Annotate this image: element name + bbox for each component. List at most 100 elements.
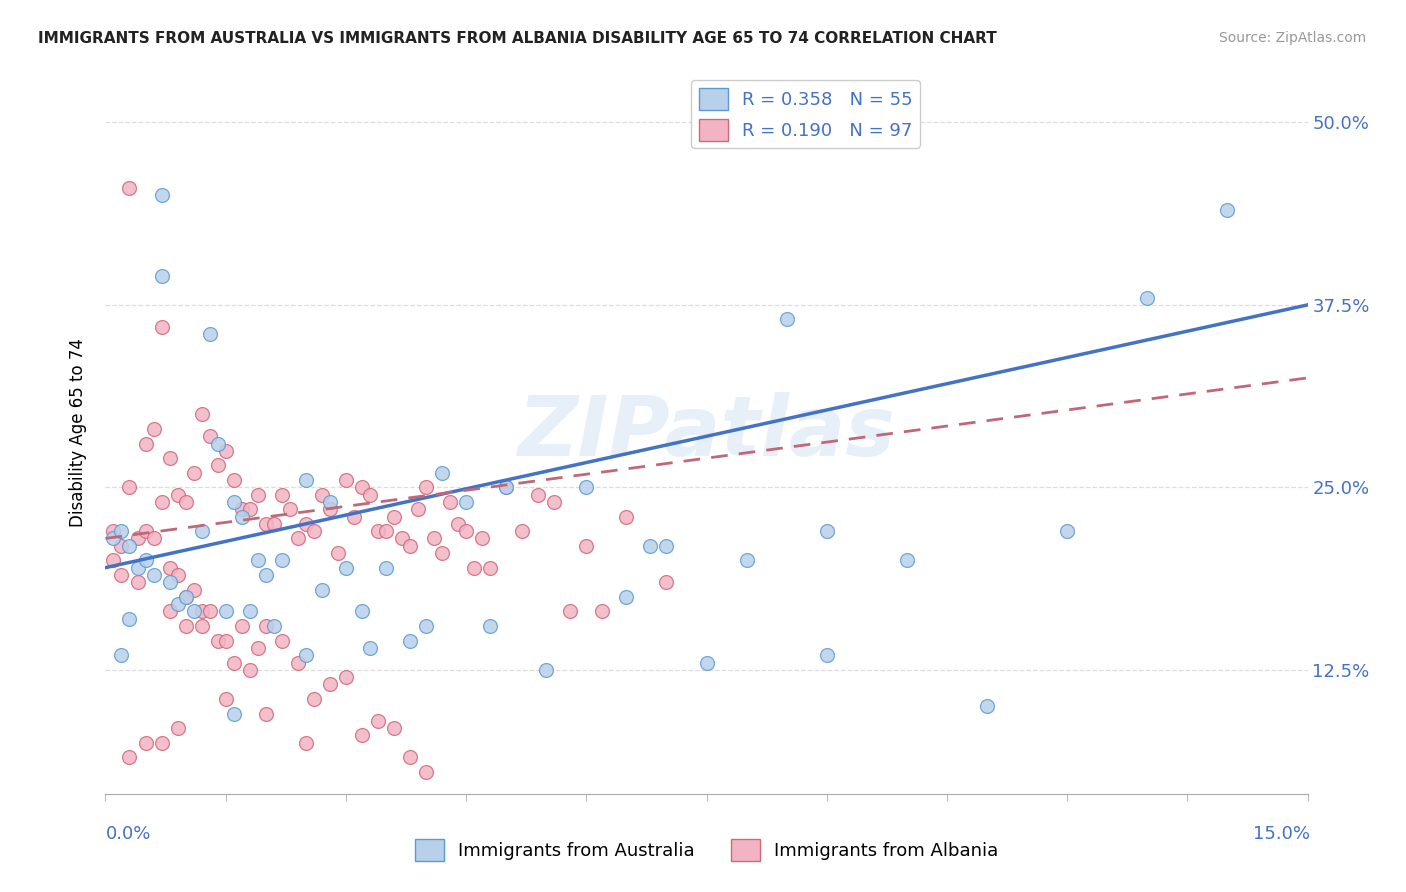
Point xyxy=(166,488,188,502)
Point xyxy=(190,604,212,618)
Point xyxy=(231,619,253,633)
Text: Source: ZipAtlas.com: Source: ZipAtlas.com xyxy=(1219,31,1367,45)
Point xyxy=(222,473,245,487)
Point xyxy=(510,524,533,538)
Point xyxy=(270,488,292,502)
Point xyxy=(254,706,277,721)
Point xyxy=(110,648,132,663)
Point xyxy=(382,509,405,524)
Point xyxy=(159,451,181,466)
Point xyxy=(135,553,157,567)
Point xyxy=(287,656,309,670)
Text: ZIPatlas: ZIPatlas xyxy=(517,392,896,473)
Point xyxy=(295,516,318,531)
Point xyxy=(198,327,221,342)
Point xyxy=(174,619,197,633)
Text: 15.0%: 15.0% xyxy=(1253,825,1310,843)
Point xyxy=(239,604,262,618)
Point xyxy=(415,480,437,494)
Point xyxy=(183,604,205,618)
Point xyxy=(295,736,318,750)
Point xyxy=(127,532,149,546)
Point xyxy=(254,516,277,531)
Point xyxy=(254,568,277,582)
Point xyxy=(495,480,517,494)
Point xyxy=(254,619,277,633)
Point xyxy=(350,480,373,494)
Point xyxy=(239,663,262,677)
Point xyxy=(415,764,437,779)
Point xyxy=(479,560,502,574)
Point xyxy=(335,670,357,684)
Point xyxy=(207,436,229,450)
Point xyxy=(231,502,253,516)
Point xyxy=(415,619,437,633)
Point xyxy=(198,604,221,618)
Point xyxy=(575,480,598,494)
Point xyxy=(214,692,236,706)
Point xyxy=(374,560,398,574)
Point xyxy=(616,590,638,604)
Point xyxy=(896,553,918,567)
Point xyxy=(239,502,262,516)
Point xyxy=(399,750,422,764)
Point xyxy=(150,495,173,509)
Point xyxy=(367,524,389,538)
Point xyxy=(222,706,245,721)
Point xyxy=(319,502,342,516)
Point xyxy=(222,656,245,670)
Point xyxy=(190,408,212,422)
Point xyxy=(207,458,229,473)
Point xyxy=(159,575,181,590)
Point xyxy=(696,656,718,670)
Point xyxy=(159,604,181,618)
Point xyxy=(166,568,188,582)
Point xyxy=(110,524,132,538)
Point xyxy=(534,663,557,677)
Point xyxy=(1136,291,1159,305)
Point xyxy=(655,539,678,553)
Text: IMMIGRANTS FROM AUSTRALIA VS IMMIGRANTS FROM ALBANIA DISABILITY AGE 65 TO 74 COR: IMMIGRANTS FROM AUSTRALIA VS IMMIGRANTS … xyxy=(38,31,997,46)
Point xyxy=(302,692,325,706)
Point xyxy=(735,553,758,567)
Point xyxy=(103,532,125,546)
Point xyxy=(207,633,229,648)
Point xyxy=(214,633,236,648)
Point xyxy=(1056,524,1078,538)
Point xyxy=(166,721,188,735)
Point xyxy=(391,532,413,546)
Point xyxy=(399,539,422,553)
Point xyxy=(287,532,309,546)
Point xyxy=(560,604,582,618)
Point xyxy=(150,188,173,202)
Point xyxy=(270,633,292,648)
Point xyxy=(374,524,398,538)
Point xyxy=(135,436,157,450)
Point xyxy=(103,524,125,538)
Point xyxy=(110,539,132,553)
Point xyxy=(174,590,197,604)
Point xyxy=(495,480,517,494)
Point xyxy=(319,677,342,691)
Point xyxy=(214,443,236,458)
Point xyxy=(343,509,366,524)
Point xyxy=(311,488,333,502)
Point xyxy=(110,568,132,582)
Point xyxy=(198,429,221,443)
Point xyxy=(118,181,141,195)
Point xyxy=(335,473,357,487)
Point xyxy=(174,590,197,604)
Point xyxy=(439,495,461,509)
Point xyxy=(447,516,470,531)
Point xyxy=(118,750,141,764)
Point xyxy=(295,648,318,663)
Point xyxy=(815,524,838,538)
Point xyxy=(270,553,292,567)
Point xyxy=(575,539,598,553)
Point xyxy=(214,604,236,618)
Point xyxy=(142,422,165,436)
Point xyxy=(142,532,165,546)
Point xyxy=(190,619,212,633)
Point xyxy=(399,633,422,648)
Point xyxy=(350,729,373,743)
